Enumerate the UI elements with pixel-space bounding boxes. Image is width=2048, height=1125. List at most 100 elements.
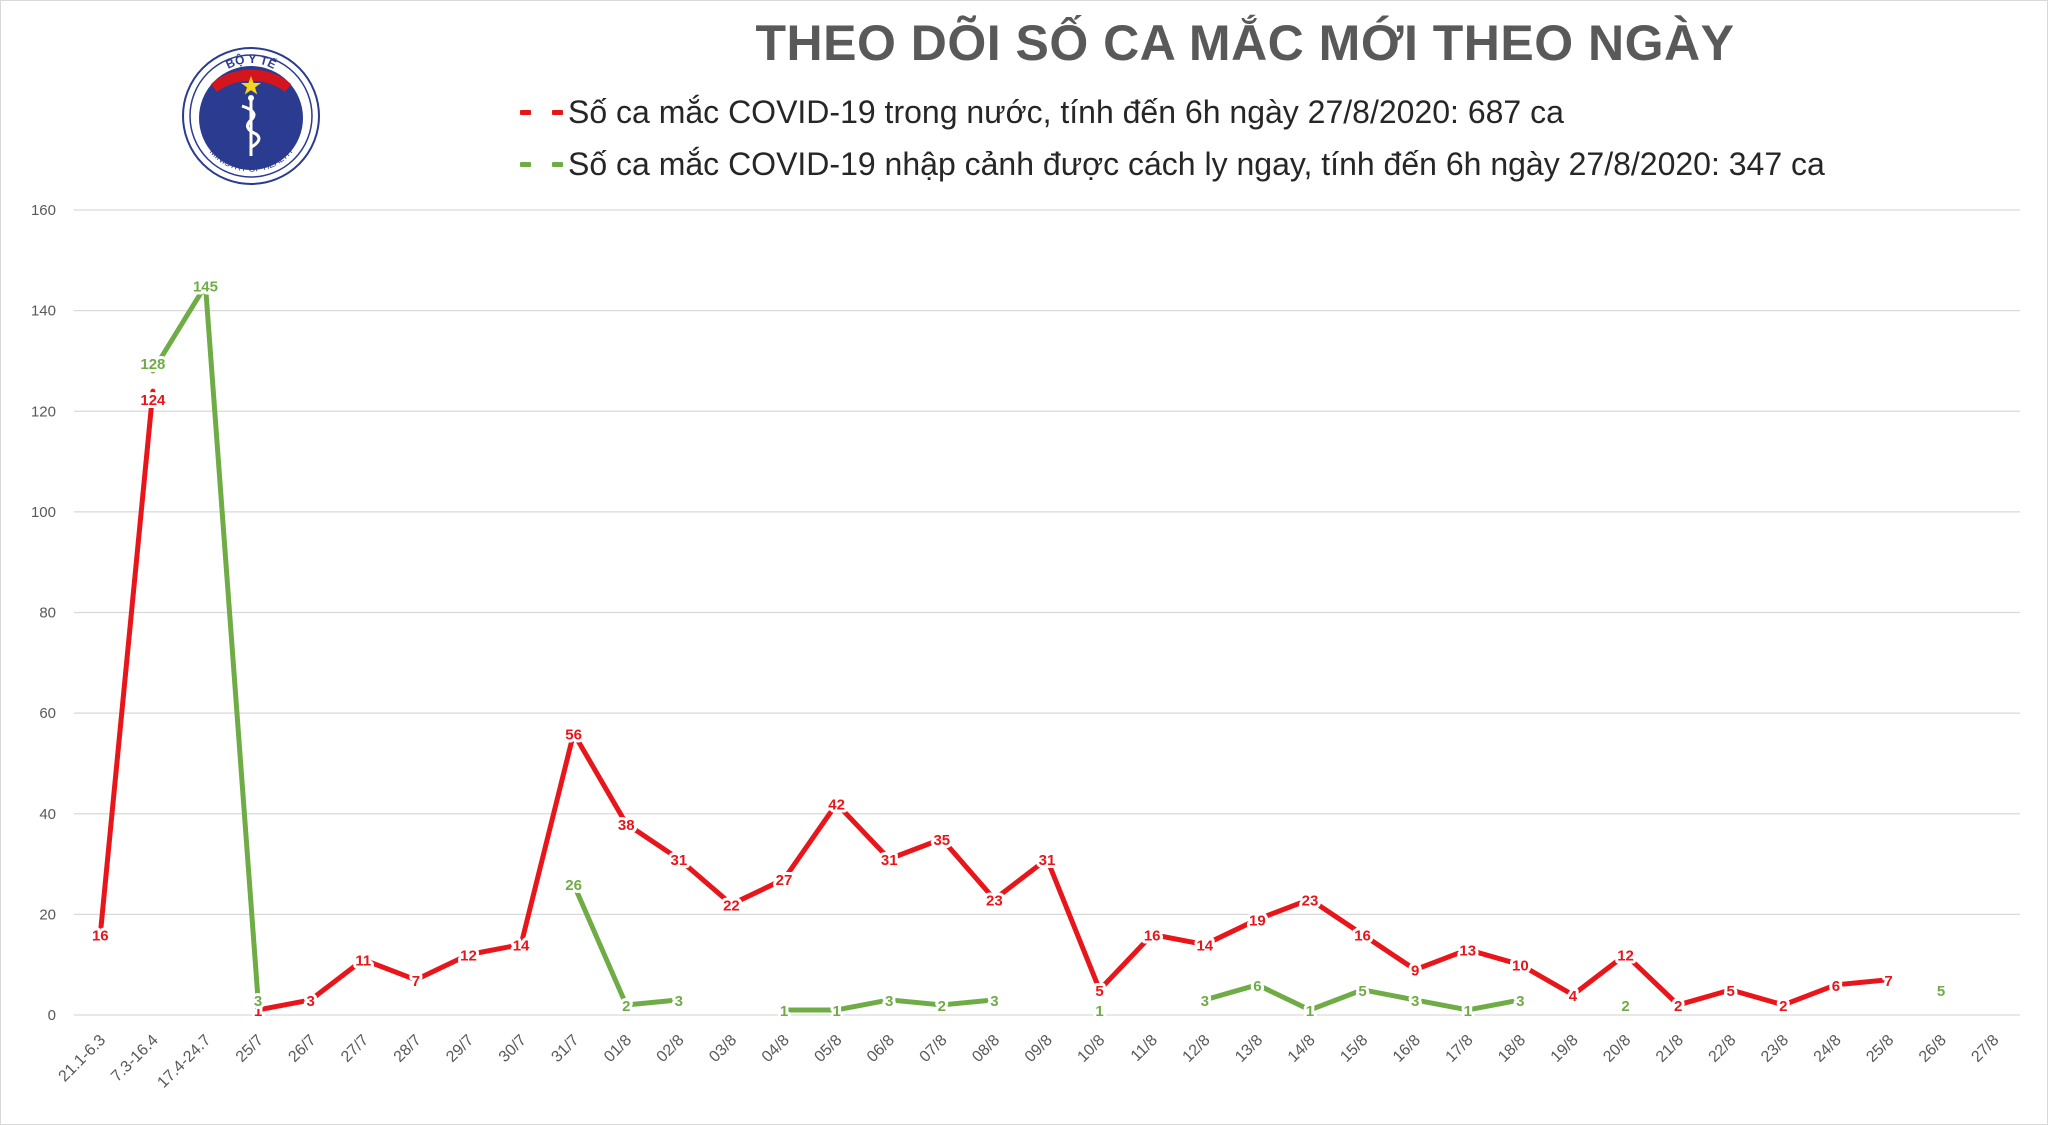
data-label-domestic: 23 [1302, 892, 1319, 909]
data-label-imported: 2 [1621, 998, 1629, 1015]
x-tick-label: 05/8 [811, 1032, 845, 1066]
data-label-imported: 1 [780, 1003, 788, 1020]
x-tick-label: 13/8 [1232, 1032, 1266, 1066]
x-tick-label: 04/8 [759, 1032, 793, 1066]
x-tick-label: 15/8 [1337, 1032, 1371, 1066]
data-label-domestic: 31 [1039, 852, 1056, 869]
data-label-domestic: 16 [1144, 928, 1161, 945]
legend-label-domestic: Số ca mắc COVID-19 trong nước, tính đến … [568, 93, 1564, 130]
y-tick-label: 140 [31, 303, 56, 320]
data-label-imported: 3 [675, 993, 683, 1010]
data-label-imported: 3 [1516, 993, 1524, 1010]
data-label-domestic: 16 [92, 928, 109, 945]
data-label-domestic: 2 [1674, 998, 1682, 1015]
data-label-imported: 3 [990, 993, 998, 1010]
series-line-imported [150, 282, 261, 1003]
data-label-domestic: 5 [1727, 983, 1735, 1000]
y-tick-label: 160 [31, 202, 56, 219]
data-label-imported: 6 [1253, 978, 1261, 995]
series-line-imported [1202, 982, 1523, 1013]
legend-swatch-domestic [516, 107, 566, 117]
x-tick-label: 14/8 [1285, 1032, 1319, 1066]
data-label-imported: 1 [832, 1003, 840, 1020]
svg-text:BỘ Y TẾ: BỘ Y TẾ [224, 51, 279, 71]
x-tick-label: 24/8 [1811, 1032, 1845, 1066]
y-tick-label: 100 [31, 504, 56, 521]
x-tick-label: 02/8 [654, 1032, 688, 1066]
data-label-domestic: 42 [828, 797, 845, 814]
x-tick-label: 27/7 [338, 1032, 372, 1066]
data-label-domestic: 31 [670, 852, 687, 869]
x-tick-label: 27/8 [1968, 1032, 2002, 1066]
x-tick-label: 22/8 [1706, 1032, 1740, 1066]
data-label-imported: 3 [885, 993, 893, 1010]
y-tick-label: 120 [31, 403, 56, 420]
data-label-domestic: 12 [460, 948, 477, 965]
data-label-domestic: 4 [1569, 988, 1578, 1005]
data-label-domestic: 16 [1354, 928, 1371, 945]
data-label-domestic: 124 [140, 392, 166, 409]
y-tick-label: 0 [48, 1007, 56, 1024]
y-tick-label: 40 [39, 806, 56, 823]
data-label-imported: 5 [1937, 983, 1945, 1000]
x-tick-label: 21/8 [1653, 1032, 1687, 1066]
x-tick-label: 10/8 [1074, 1032, 1108, 1066]
x-tick-label: 18/8 [1495, 1032, 1529, 1066]
x-tick-label: 19/8 [1548, 1032, 1582, 1066]
data-label-domestic: 3 [307, 993, 315, 1010]
x-tick-label: 09/8 [1022, 1032, 1056, 1066]
y-tick-label: 80 [39, 605, 56, 622]
data-label-imported: 128 [140, 356, 165, 373]
data-label-domestic: 2 [1779, 998, 1787, 1015]
data-label-domestic: 1 [254, 1003, 262, 1020]
x-tick-label: 31/7 [548, 1032, 582, 1066]
data-label-imported: 2 [622, 998, 630, 1015]
data-label-imported: 2 [938, 998, 946, 1015]
logo-top-text: BỘ Y TẾ [224, 51, 279, 71]
x-tick-label: 17/8 [1443, 1032, 1477, 1066]
x-tick-label: 25/8 [1863, 1032, 1897, 1066]
data-label-domestic: 6 [1832, 978, 1840, 995]
data-label-domestic: 38 [618, 817, 635, 834]
data-label-domestic: 7 [412, 973, 420, 990]
data-label-domestic: 35 [933, 832, 950, 849]
data-label-domestic: 5 [1095, 983, 1103, 1000]
data-label-domestic: 27 [776, 872, 793, 889]
legend-swatch-imported [516, 159, 566, 169]
chart-title: THEO DÕI SỐ CA MẮC MỚI THEO NGÀY [755, 15, 1735, 71]
x-tick-label: 11/8 [1128, 1032, 1161, 1065]
y-tick-label: 60 [39, 705, 56, 722]
data-label-domestic: 14 [1196, 938, 1213, 955]
data-label-imported: 1 [1095, 1003, 1103, 1020]
x-tick-label: 06/8 [864, 1032, 898, 1066]
x-tick-label: 26/7 [285, 1032, 319, 1066]
data-label-domestic: 14 [513, 938, 530, 955]
x-tick-label: 03/8 [706, 1032, 740, 1066]
x-tick-label: 12/8 [1180, 1032, 1214, 1066]
data-label-domestic: 13 [1459, 943, 1476, 960]
x-tick-label: 30/7 [496, 1032, 530, 1066]
data-label-domestic: 23 [986, 892, 1003, 909]
x-tick-label: 25/7 [233, 1032, 267, 1066]
series-line-domestic [255, 730, 1892, 1013]
x-tick-label: 28/7 [391, 1032, 425, 1066]
data-label-domestic: 56 [565, 726, 582, 743]
x-tick-label: 17.4-24.7 [154, 1032, 214, 1092]
data-label-imported: 145 [193, 278, 218, 295]
data-label-domestic: 7 [1884, 973, 1892, 990]
x-tick-label: 01/8 [601, 1032, 635, 1066]
y-tick-label: 20 [39, 906, 56, 923]
ministry-of-health-logo: BỘ Y TẾ MINISTRY OF HEALTH [176, 36, 326, 192]
legend-entry-domestic: Số ca mắc COVID-19 trong nước, tính đến … [516, 90, 1564, 134]
data-label-imported: 3 [1201, 993, 1209, 1010]
data-label-domestic: 19 [1249, 912, 1266, 929]
x-tick-label: 23/8 [1758, 1032, 1792, 1066]
x-tick-label: 20/8 [1600, 1032, 1634, 1066]
data-label-domestic: 9 [1411, 963, 1419, 980]
x-tick-label: 16/8 [1390, 1032, 1424, 1066]
x-tick-label: 7.3-16.4 [108, 1032, 162, 1086]
series-line-imported [571, 881, 682, 1008]
legend-label-imported: Số ca mắc COVID-19 nhập cảnh được cách l… [568, 145, 1825, 182]
data-label-imported: 5 [1358, 983, 1366, 1000]
